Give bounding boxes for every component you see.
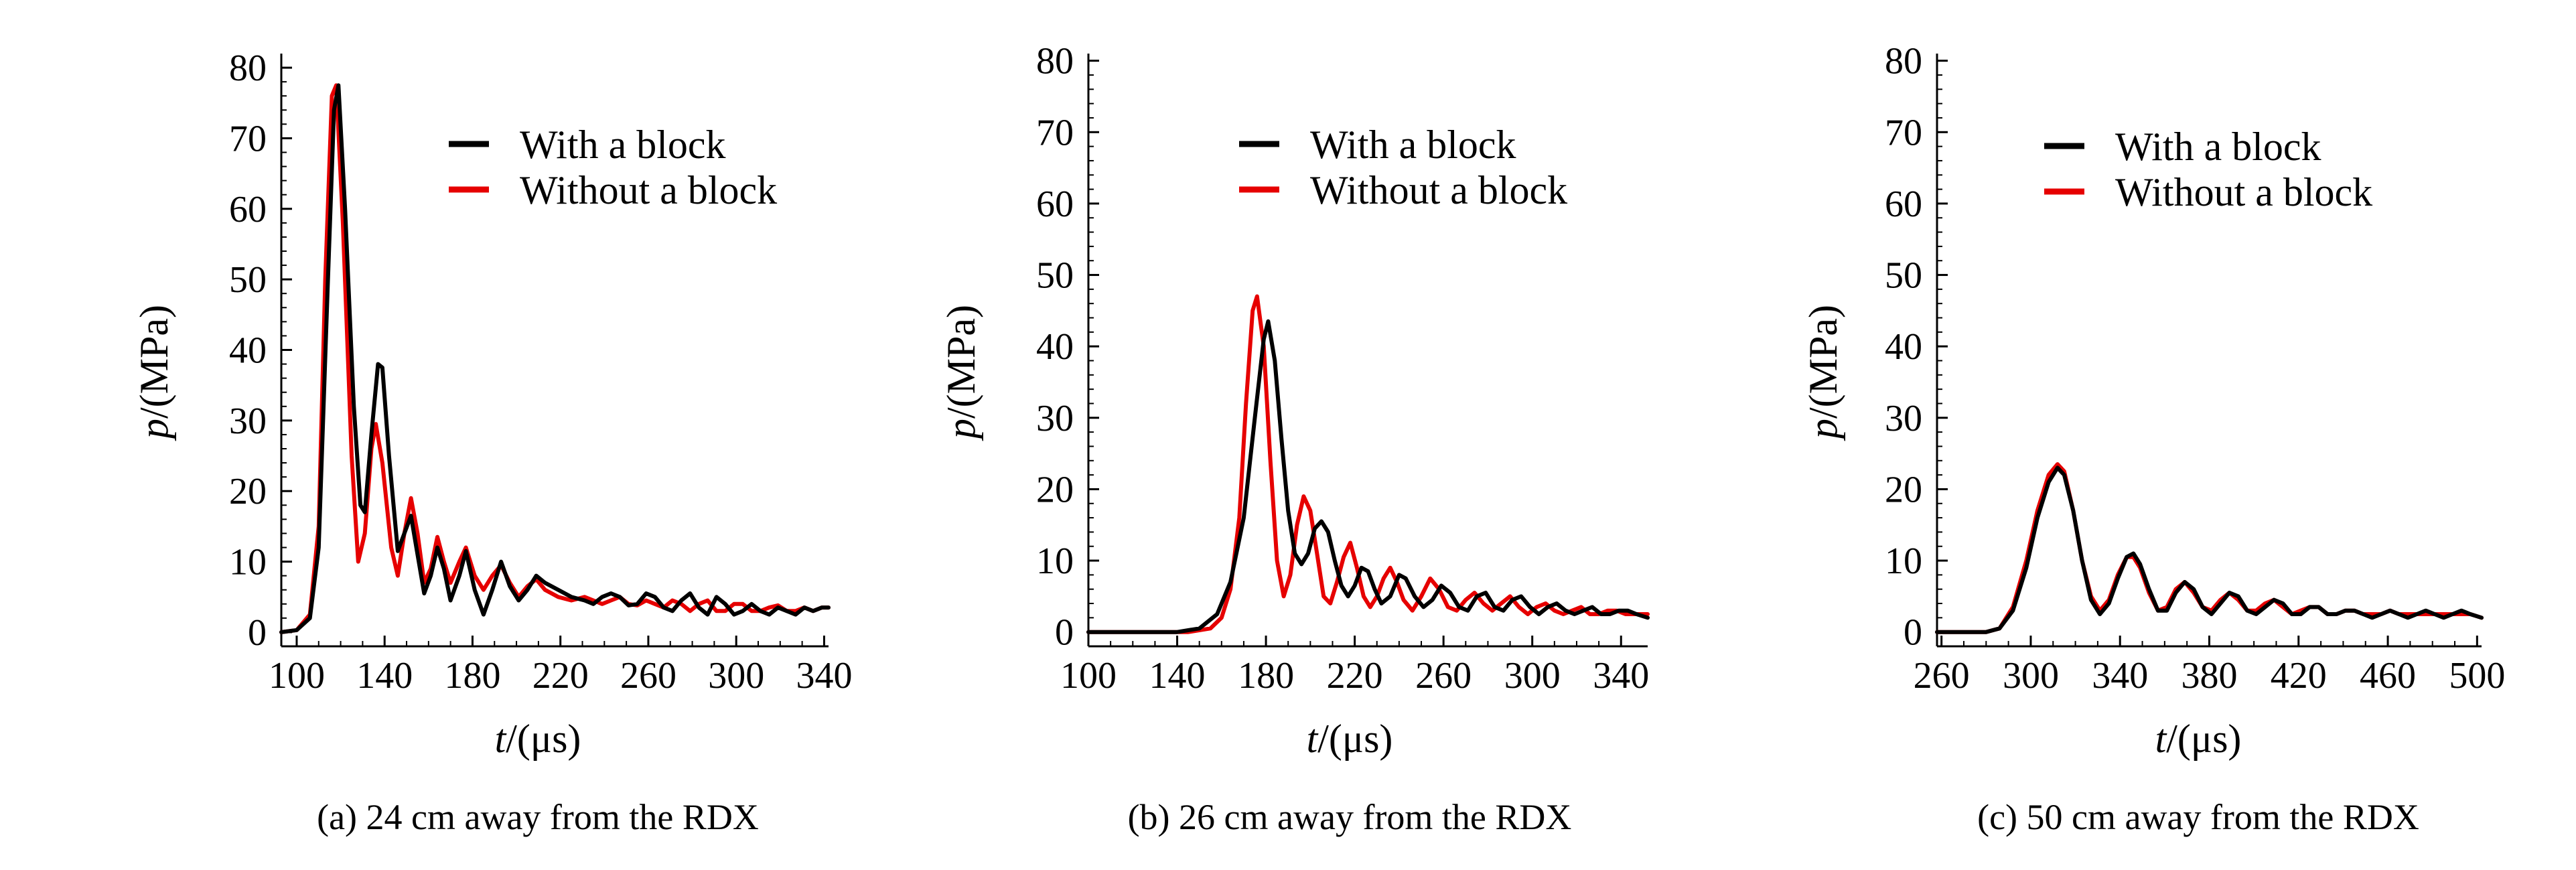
x-tick-label: 260 [1914, 655, 1970, 697]
y-tick-label: 50 [229, 259, 267, 301]
ylabel: p/(MPa) [939, 305, 983, 441]
legend-label-with-block: With a block [1310, 123, 1516, 167]
y-tick-label: 20 [1885, 469, 1922, 510]
y-tick-label: 40 [1885, 326, 1922, 368]
legend: With a block Without a block [2044, 125, 2372, 214]
axes: 100 140 180 220 260 300 340 0 10 20 30 40 50 60 70 80 [229, 48, 852, 697]
y-tick-label: 70 [229, 118, 267, 159]
x-tick-label: 220 [1327, 655, 1383, 697]
y-tick-label: 40 [1036, 326, 1074, 368]
xlabel: t/(μs) [2155, 717, 2242, 761]
series-line-with-block [1935, 465, 2484, 634]
y-tick-label: 80 [229, 48, 267, 89]
y-tick-label: 60 [1885, 184, 1922, 225]
y-tick-label: 70 [1036, 112, 1074, 153]
series-line-with-block [279, 83, 831, 634]
series-line-with-block [1086, 319, 1650, 634]
y-tick-label: 50 [1885, 255, 1922, 297]
x-tick-label: 340 [796, 655, 852, 697]
x-tick-label: 180 [1238, 655, 1294, 697]
series-line-without-block [279, 83, 831, 634]
y-tick-label: 30 [1885, 398, 1922, 439]
y-tick-label: 10 [1885, 540, 1922, 582]
y-tick-label: 0 [1904, 612, 1922, 654]
axes: 260 300 340 380 420 460 500 0 10 20 30 40 50 60 70 80 [1885, 41, 2505, 697]
x-tick-label: 260 [620, 655, 676, 697]
y-tick-label: 60 [229, 189, 267, 230]
y-tick-label: 10 [229, 542, 267, 583]
legend: With a block Without a block [1239, 123, 1567, 212]
y-tick-label: 20 [1036, 469, 1074, 510]
x-tick-label: 100 [269, 655, 325, 697]
legend-label-with-block: With a block [520, 123, 726, 167]
axes: 100 140 180 220 260 300 340 0 10 20 30 40 50 60 70 80 [1036, 41, 1649, 697]
x-tick-label: 140 [1149, 655, 1206, 697]
y-tick-label: 0 [248, 612, 267, 654]
x-tick-label: 500 [2449, 655, 2505, 697]
y-tick-label: 60 [1036, 184, 1074, 225]
legend-label-without-block: Without a block [520, 168, 777, 212]
y-tick-label: 80 [1036, 41, 1074, 82]
x-tick-label: 340 [1593, 655, 1649, 697]
y-tick-label: 40 [229, 330, 267, 372]
y-tick-label: 0 [1055, 612, 1074, 654]
series-line-without-block [1935, 462, 2484, 634]
y-tick-label: 70 [1885, 112, 1922, 153]
x-tick-label: 140 [356, 655, 413, 697]
legend-label-without-block: Without a block [1310, 168, 1567, 212]
legend: With a block Without a block [449, 123, 777, 212]
ylabel: p/(MPa) [1801, 305, 1845, 441]
xlabel: t/(μs) [1307, 717, 1393, 761]
y-tick-label: 50 [1036, 255, 1074, 297]
y-tick-label: 30 [229, 401, 267, 442]
chart-caption: (b) 26 cm away from the RDX [1128, 797, 1572, 837]
x-tick-label: 420 [2271, 655, 2327, 697]
ylabel: p/(MPa) [132, 305, 176, 441]
legend-label-without-block: Without a block [2115, 170, 2372, 214]
legend-label-with-block: With a block [2115, 125, 2321, 169]
chart-panel-b: p/(MPa) t/(μs) (b) 26 cm away from the R… [939, 41, 1650, 837]
chart-caption: (c) 50 cm away from the RDX [1977, 797, 2419, 837]
xlabel: t/(μs) [495, 717, 581, 761]
y-tick-label: 80 [1885, 41, 1922, 82]
x-tick-label: 260 [1415, 655, 1472, 697]
x-tick-label: 460 [2360, 655, 2416, 697]
y-tick-label: 10 [1036, 540, 1074, 582]
x-tick-label: 340 [2092, 655, 2148, 697]
x-tick-label: 180 [444, 655, 500, 697]
x-tick-label: 300 [1504, 655, 1561, 697]
x-tick-label: 300 [708, 655, 764, 697]
y-tick-label: 20 [229, 471, 267, 512]
chart-panel-a: p/(MPa) t/(μs) (a) 24 cm away from the R… [132, 48, 852, 837]
x-tick-label: 220 [532, 655, 589, 697]
x-tick-label: 380 [2181, 655, 2238, 697]
y-tick-label: 30 [1036, 398, 1074, 439]
x-tick-label: 300 [2003, 655, 2059, 697]
x-tick-label: 100 [1060, 655, 1117, 697]
series-line-without-block [1086, 294, 1650, 634]
chart-caption: (a) 24 cm away from the RDX [317, 797, 759, 837]
chart-panel-c: p/(MPa) t/(μs) (c) 50 cm away from the R… [1801, 41, 2505, 837]
